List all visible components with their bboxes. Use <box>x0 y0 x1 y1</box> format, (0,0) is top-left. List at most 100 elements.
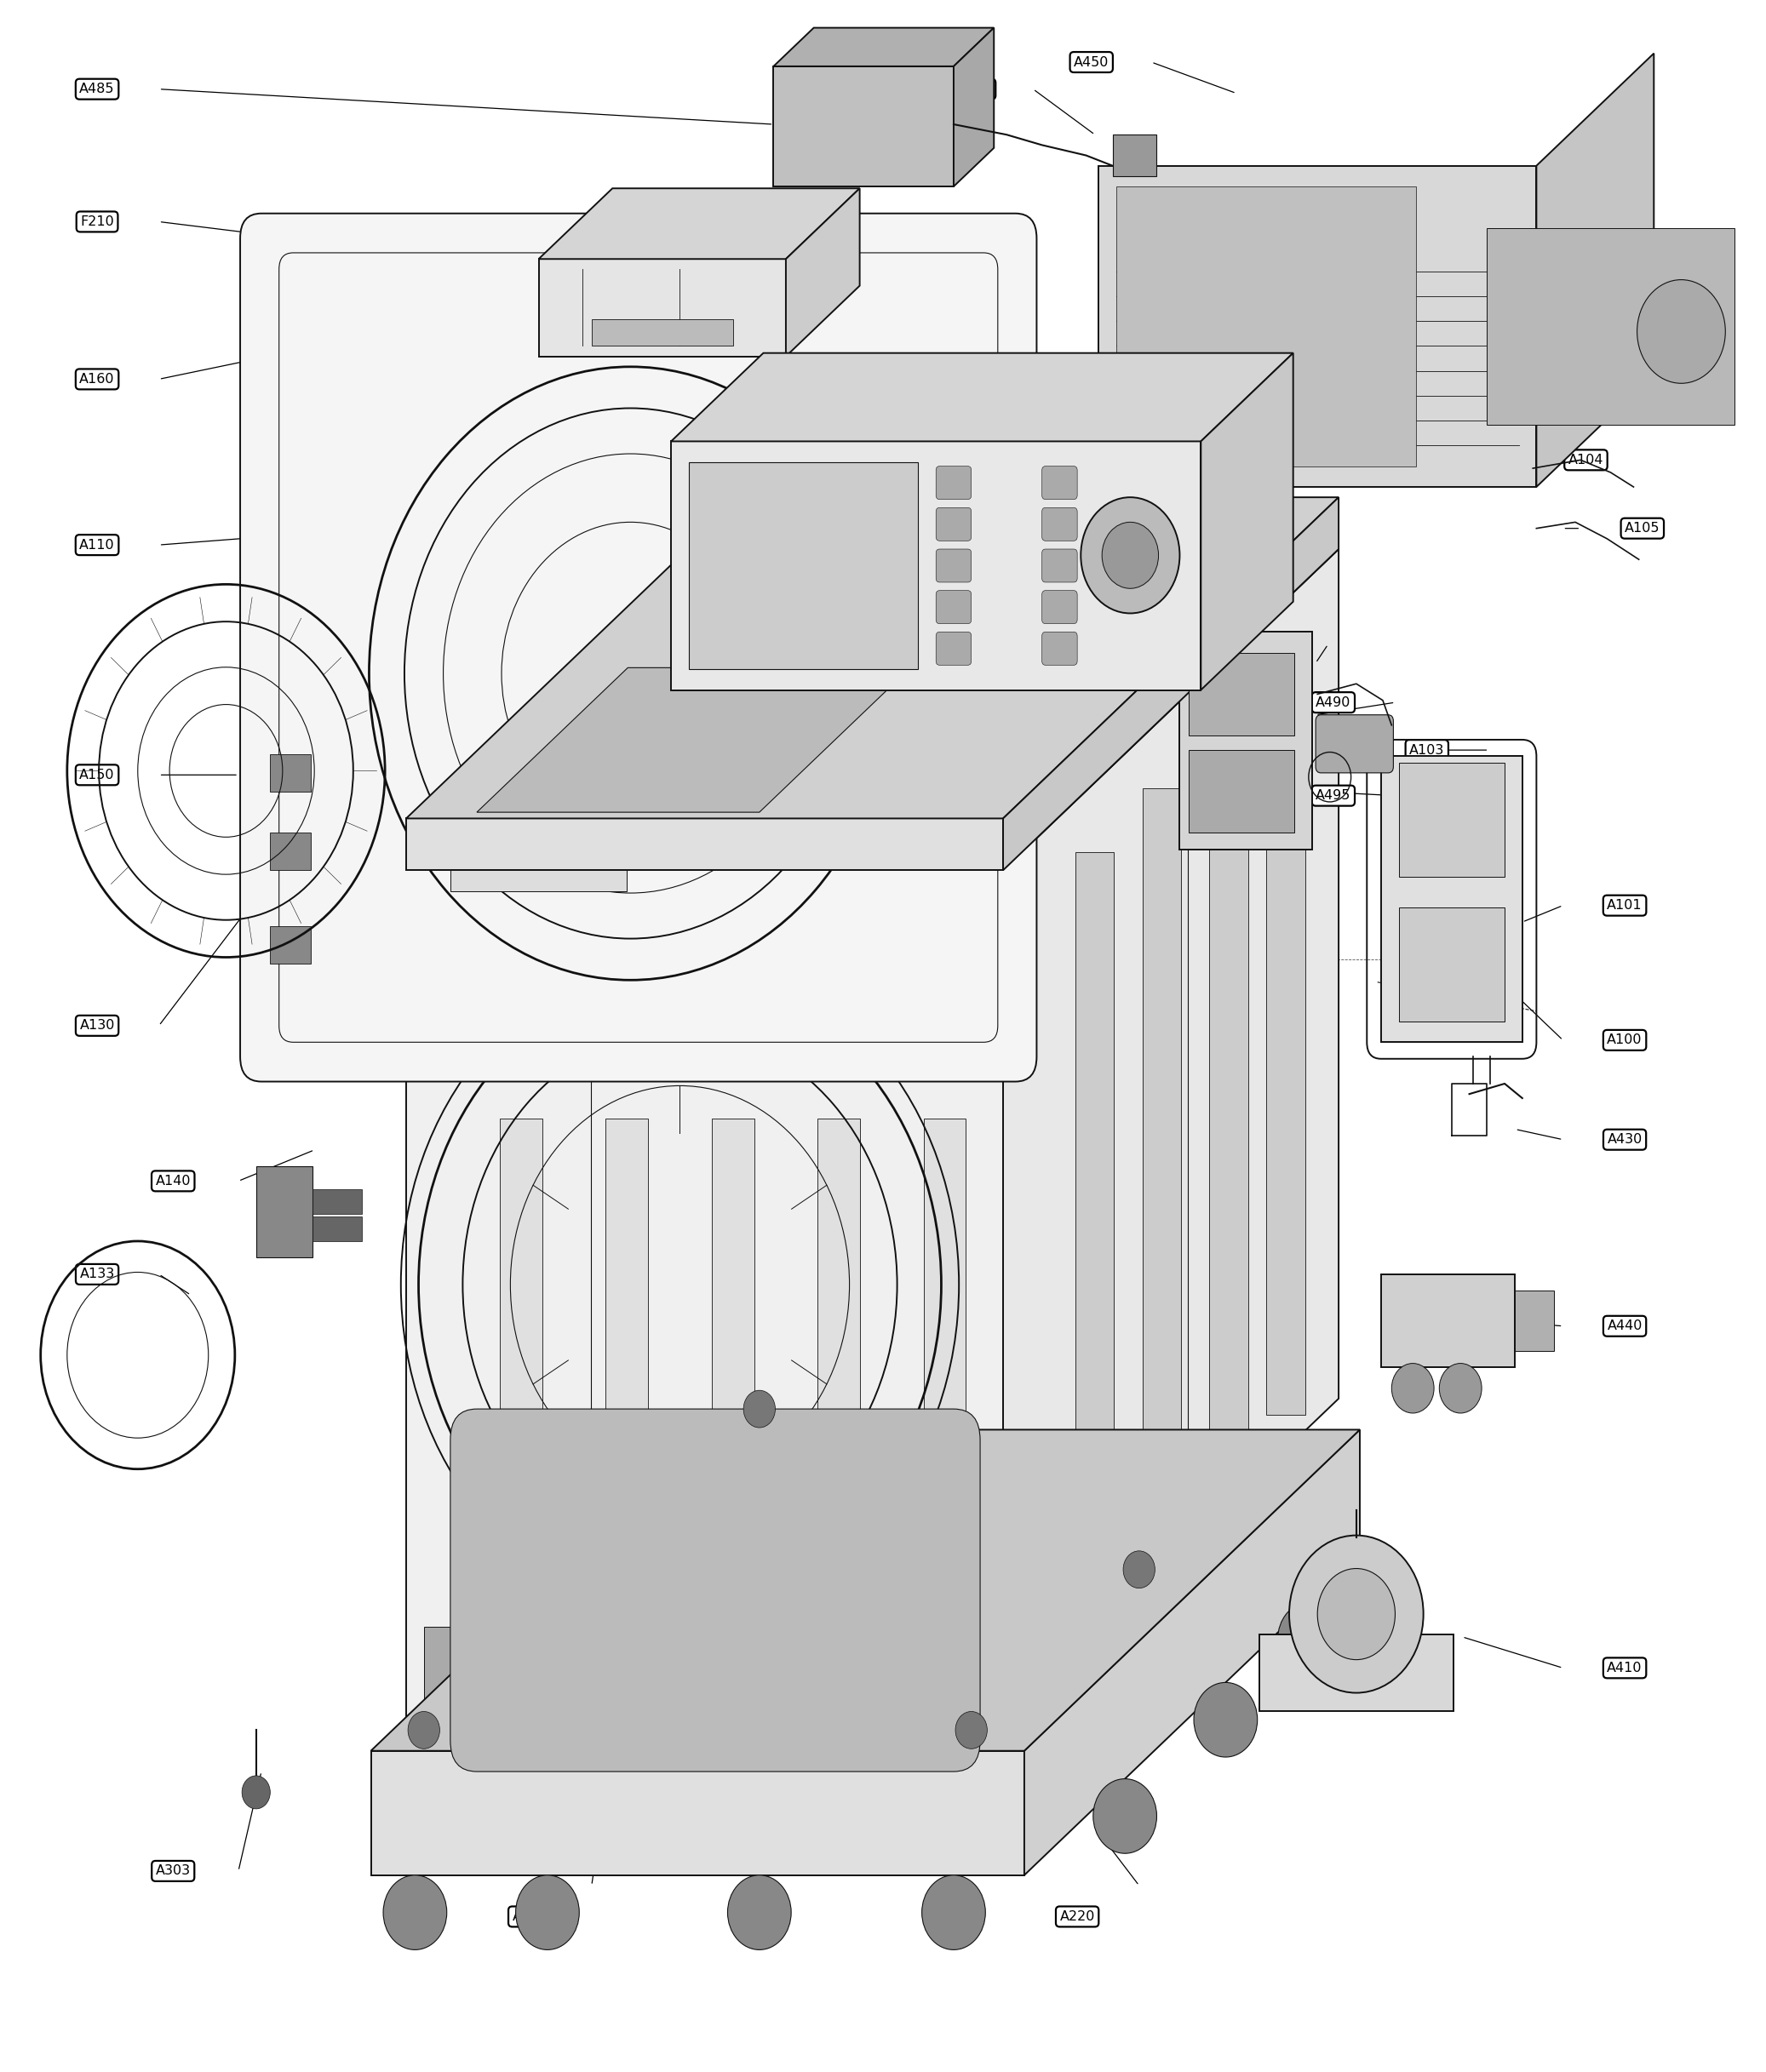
Polygon shape <box>1003 497 1339 870</box>
Polygon shape <box>954 27 994 186</box>
Text: A430: A430 <box>1607 1133 1642 1146</box>
Text: A303: A303 <box>155 1865 191 1877</box>
Circle shape <box>728 1875 791 1950</box>
Polygon shape <box>1381 1274 1515 1368</box>
Polygon shape <box>270 833 311 870</box>
Text: A104: A104 <box>1568 454 1604 466</box>
Polygon shape <box>671 441 1201 690</box>
FancyBboxPatch shape <box>1042 508 1077 541</box>
Polygon shape <box>371 1751 1024 1875</box>
Polygon shape <box>1201 352 1293 690</box>
Polygon shape <box>500 1119 542 1668</box>
Circle shape <box>922 1875 985 1950</box>
Polygon shape <box>270 926 311 963</box>
Circle shape <box>1123 1550 1155 1587</box>
Polygon shape <box>1024 1430 1360 1875</box>
Polygon shape <box>1189 750 1294 833</box>
Polygon shape <box>1536 54 1653 487</box>
Circle shape <box>1093 1778 1157 1852</box>
Polygon shape <box>609 1434 698 1461</box>
Circle shape <box>1317 1569 1395 1660</box>
Polygon shape <box>606 1119 648 1668</box>
Polygon shape <box>1399 762 1505 876</box>
Text: A220: A220 <box>1060 1910 1095 1923</box>
Text: F215: F215 <box>1250 638 1286 651</box>
Polygon shape <box>1399 908 1505 1021</box>
Polygon shape <box>539 189 860 259</box>
Polygon shape <box>450 843 627 891</box>
Polygon shape <box>1098 166 1536 487</box>
Polygon shape <box>477 667 911 812</box>
Text: A133: A133 <box>79 1268 115 1280</box>
FancyBboxPatch shape <box>1042 591 1077 624</box>
Polygon shape <box>786 189 860 356</box>
Text: A105: A105 <box>1625 522 1660 535</box>
Text: A495: A495 <box>1316 789 1351 802</box>
Polygon shape <box>924 1119 966 1668</box>
FancyBboxPatch shape <box>1316 715 1393 773</box>
Text: A125: A125 <box>1625 334 1660 346</box>
Circle shape <box>242 1776 270 1809</box>
FancyBboxPatch shape <box>1042 549 1077 582</box>
Polygon shape <box>1189 653 1294 736</box>
Circle shape <box>1637 280 1725 383</box>
Polygon shape <box>592 1523 804 1606</box>
Polygon shape <box>270 754 311 792</box>
Text: F110: F110 <box>957 83 992 95</box>
FancyBboxPatch shape <box>450 1409 980 1772</box>
Text: A485: A485 <box>79 83 115 95</box>
Circle shape <box>408 1711 440 1749</box>
Polygon shape <box>313 1216 362 1241</box>
Polygon shape <box>371 1430 1360 1751</box>
Text: A103: A103 <box>1409 744 1445 756</box>
Circle shape <box>955 1711 987 1749</box>
Text: F210: F210 <box>79 215 115 228</box>
Polygon shape <box>406 818 1003 870</box>
Polygon shape <box>1003 549 1339 1720</box>
Text: A490: A490 <box>1316 696 1351 709</box>
Polygon shape <box>1487 228 1734 425</box>
FancyBboxPatch shape <box>1042 632 1077 665</box>
Polygon shape <box>671 352 1293 441</box>
Text: A101: A101 <box>1607 899 1642 912</box>
Polygon shape <box>1210 723 1249 1469</box>
Circle shape <box>743 1390 775 1428</box>
Polygon shape <box>313 1189 362 1214</box>
FancyBboxPatch shape <box>936 549 971 582</box>
FancyBboxPatch shape <box>936 591 971 624</box>
Text: A130: A130 <box>79 1019 115 1032</box>
Circle shape <box>1392 1363 1434 1413</box>
Text: A140: A140 <box>155 1175 191 1187</box>
Polygon shape <box>712 1119 754 1668</box>
Polygon shape <box>689 462 918 669</box>
Polygon shape <box>1116 186 1416 466</box>
Polygon shape <box>1266 669 1305 1415</box>
Polygon shape <box>256 1167 313 1258</box>
Text: A100: A100 <box>1607 1034 1642 1046</box>
Text: A200: A200 <box>512 1910 547 1923</box>
FancyBboxPatch shape <box>936 466 971 499</box>
Polygon shape <box>592 319 733 346</box>
Polygon shape <box>406 549 1339 870</box>
FancyBboxPatch shape <box>240 213 1037 1082</box>
Text: A410: A410 <box>1607 1662 1642 1674</box>
FancyBboxPatch shape <box>936 508 971 541</box>
Circle shape <box>1102 522 1158 588</box>
Polygon shape <box>818 1119 860 1668</box>
Circle shape <box>1289 1535 1423 1693</box>
Circle shape <box>1439 1363 1482 1413</box>
Polygon shape <box>1075 852 1114 1598</box>
Circle shape <box>1081 497 1180 613</box>
Polygon shape <box>774 66 954 186</box>
Polygon shape <box>1259 1635 1453 1711</box>
Text: A440: A440 <box>1607 1320 1642 1332</box>
Polygon shape <box>1381 756 1522 1042</box>
Text: A110: A110 <box>79 539 115 551</box>
Polygon shape <box>539 259 786 356</box>
Circle shape <box>1194 1682 1257 1757</box>
FancyBboxPatch shape <box>936 632 971 665</box>
Circle shape <box>383 1875 447 1950</box>
Circle shape <box>516 1875 579 1950</box>
Polygon shape <box>1180 632 1312 850</box>
Polygon shape <box>1143 787 1181 1533</box>
